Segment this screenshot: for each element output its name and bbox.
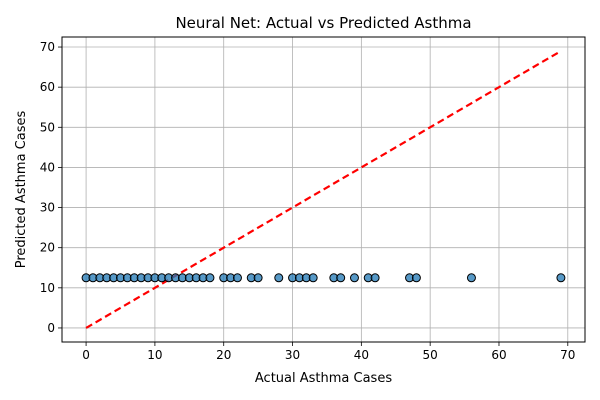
x-tick-label: 60	[491, 348, 506, 362]
y-tick-label: 70	[40, 40, 55, 54]
reference-line	[85, 50, 562, 329]
data-point	[274, 273, 284, 283]
plot-frame	[61, 36, 586, 343]
chart-title: Neural Net: Actual vs Predicted Asthma	[175, 14, 471, 32]
y-tick-label: 10	[40, 281, 55, 295]
y-axis-ticks: 0 10 20 30 40 50 60 70	[40, 40, 62, 335]
y-axis-label: Predicted Asthma Cases	[14, 111, 29, 269]
x-tick-label: 40	[354, 348, 369, 362]
x-tick-label: 0	[82, 348, 90, 362]
data-point	[411, 273, 421, 283]
reference-line-layer	[85, 50, 562, 329]
x-axis-label: Actual Asthma Cases	[255, 371, 392, 386]
y-tick-label: 60	[40, 80, 55, 94]
x-axis-ticks: 0 10 20 30 40 50 60 70	[82, 342, 575, 362]
data-point	[232, 273, 242, 283]
data-point	[336, 273, 346, 283]
data-point	[308, 273, 318, 283]
x-tick-label: 10	[147, 348, 162, 362]
points-layer	[81, 273, 566, 283]
y-tick-label: 40	[40, 160, 55, 174]
data-point	[349, 273, 359, 283]
x-tick-label: 50	[423, 348, 438, 362]
x-tick-label: 30	[285, 348, 300, 362]
y-tick-label: 20	[40, 241, 55, 255]
data-point	[205, 273, 215, 283]
y-tick-label: 50	[40, 120, 55, 134]
grid	[62, 37, 585, 342]
data-point	[253, 273, 263, 283]
y-tick-label: 0	[47, 321, 55, 335]
x-tick-label: 20	[216, 348, 231, 362]
x-tick-label: 70	[560, 348, 575, 362]
data-point	[556, 273, 566, 283]
data-point	[466, 273, 476, 283]
y-tick-label: 30	[40, 201, 55, 215]
data-point	[370, 273, 380, 283]
